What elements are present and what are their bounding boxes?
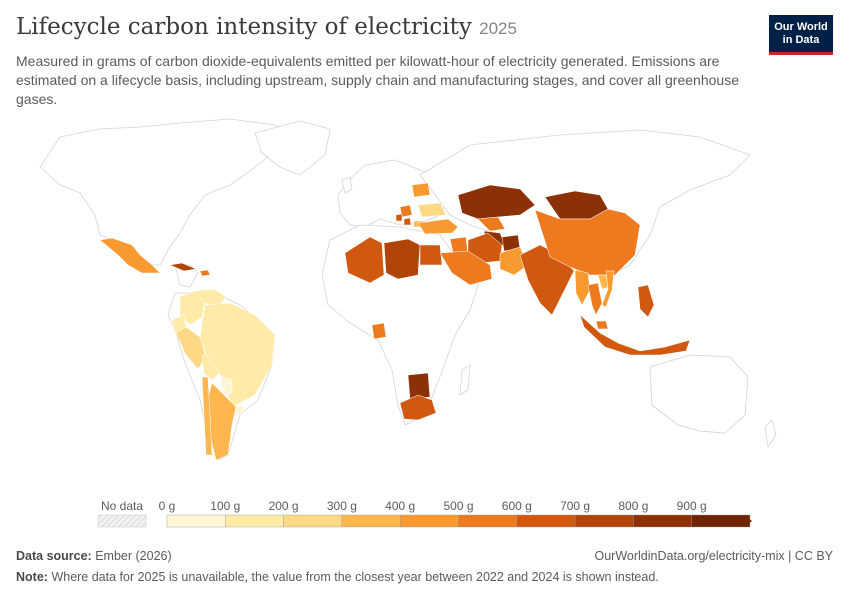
region-saudi-arabia[interactable] [439,250,493,286]
region-brazil[interactable] [199,302,276,408]
land-new-zealand [764,419,777,448]
region-china[interactable] [534,208,641,276]
legend-bin-8[interactable] [633,514,692,528]
logo-line-2: in Data [782,33,820,46]
region-ukraine[interactable] [417,202,447,218]
region-vietnam[interactable] [601,270,615,308]
region-belarus[interactable] [411,182,431,198]
region-egypt[interactable] [419,244,443,266]
region-indonesia[interactable] [579,314,691,356]
world-map [39,118,777,461]
note-text: Where data for 2025 is unavailable, the … [51,570,659,584]
legend-tick-9: 900 g [677,499,707,513]
region-mexico[interactable] [99,237,161,274]
land-greenland [254,120,331,176]
legend-tick-2: 200 g [269,499,299,513]
legend-bin-0[interactable] [166,514,226,528]
region-kazakhstan[interactable] [457,184,536,220]
data-source: Data source: Ember (2026) [16,549,172,563]
region-serbia[interactable] [403,217,412,226]
region-libya[interactable] [383,238,421,280]
legend-bin-7[interactable] [574,514,634,528]
legend-tick-4: 400 g [385,499,415,513]
source-url[interactable]: OurWorldinData.org/electricity-mix | CC … [594,549,834,563]
note: Note: Where data for 2025 is unavailable… [16,570,659,584]
region-poland[interactable] [399,204,413,218]
region-thailand[interactable] [587,282,603,316]
chart-title: Lifecycle carbon intensity of electricit… [16,14,517,40]
region-malaysia[interactable] [595,320,609,330]
note-label: Note: [16,570,48,584]
legend-tick-7: 700 g [560,499,590,513]
data-source-label: Data source: [16,549,92,563]
chart-year: 2025 [479,19,517,38]
logo-line-1: Our World [774,20,828,33]
legend-bin-1[interactable] [225,514,284,528]
legend-no-data-swatch [97,514,147,528]
region-chile[interactable] [201,376,213,456]
chart-title-text: Lifecycle carbon intensity of electricit… [16,14,472,40]
region-botswana[interactable] [407,372,431,400]
data-source-value[interactable]: Ember (2026) [95,549,172,563]
region-philippines[interactable] [637,284,655,318]
land-madagascar [459,364,471,396]
land-uk [341,176,353,194]
region-uruguay[interactable] [235,404,245,416]
legend-no-data-label: No data [101,499,143,513]
region-dominican-republic[interactable] [199,269,211,277]
legend-tick-6: 600 g [502,499,532,513]
legend-tick-5: 500 g [443,499,473,513]
legend-tick-8: 800 g [618,499,648,513]
region-venezuela[interactable] [194,288,227,308]
region-myanmar[interactable] [574,269,591,306]
legend-tick-0: 0 g [159,499,176,513]
region-algeria[interactable] [344,236,385,284]
land-central-america [174,264,199,288]
legend-arrow [744,515,752,527]
region-pakistan[interactable] [499,246,529,276]
legend-bin-6[interactable] [516,514,576,528]
region-australia[interactable] [649,354,749,434]
region-bosnia[interactable] [395,213,403,222]
legend-bin-9[interactable] [691,514,751,528]
legend-bin-2[interactable] [283,514,343,528]
region-uzbekistan[interactable] [477,216,506,232]
legend-bin-5[interactable] [458,514,517,528]
legend-tick-1: 100 g [210,499,240,513]
region-south-africa[interactable] [399,394,437,421]
region-paraguay[interactable] [219,376,233,396]
land-north-america [39,118,301,266]
owid-logo[interactable]: Our World in Data [769,15,833,55]
region-cuba[interactable] [169,262,197,272]
region-turkey[interactable] [417,218,459,235]
chart-subtitle: Measured in grams of carbon dioxide-equi… [16,53,739,107]
legend-tick-3: 300 g [327,499,357,513]
legend-bin-3[interactable] [341,514,401,528]
region-nigeria[interactable] [371,322,387,340]
legend-bin-4[interactable] [400,514,459,528]
